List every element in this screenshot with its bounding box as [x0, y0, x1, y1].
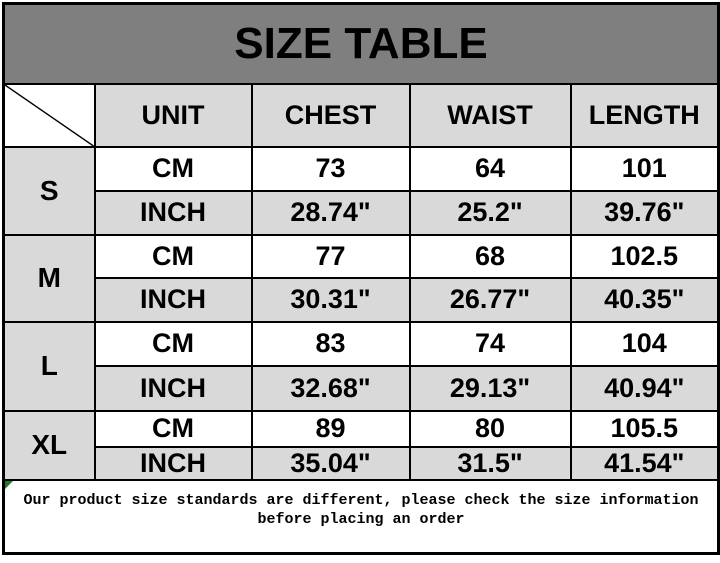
- row-l-cm: L CM 83 74 104: [2, 320, 720, 412]
- length-value: 102.5: [569, 233, 720, 279]
- length-value: 40.35": [569, 276, 720, 323]
- col-header-chest: CHEST: [250, 82, 411, 148]
- col-header-waist: WAIST: [408, 82, 572, 148]
- row-m-inch: INCH 30.31" 26.77" 40.35": [4, 276, 720, 323]
- size-label-l: L: [2, 320, 96, 412]
- unit-cell: INCH: [93, 364, 253, 412]
- diagonal-line: [5, 85, 94, 146]
- col-header-length: LENGTH: [569, 82, 720, 148]
- unit-cell: CM: [93, 233, 253, 279]
- note-row: Our product size standards are different…: [2, 478, 720, 555]
- row-xl-cm: XL CM 89 80 105.5: [2, 409, 720, 481]
- waist-value: 29.13": [408, 364, 572, 412]
- size-table: SIZE TABLE UNIT CHEST WAIST LENGTH S CM …: [2, 2, 720, 555]
- waist-value: 74: [408, 320, 572, 367]
- unit-cell: INCH: [93, 445, 253, 481]
- row-s-cm: S CM 73 64 101: [2, 145, 720, 236]
- excel-corner-marker-icon: [5, 481, 13, 489]
- length-value: 105.5: [569, 409, 720, 448]
- length-value: 41.54": [569, 445, 720, 481]
- header-row: UNIT CHEST WAIST LENGTH: [2, 82, 720, 148]
- diagonal-header-cell: [2, 82, 96, 148]
- unit-cell: CM: [93, 320, 253, 367]
- note-line-1: Our product size standards are different…: [23, 491, 699, 509]
- chest-value: 83: [250, 320, 411, 367]
- unit-cell: INCH: [93, 189, 253, 236]
- waist-value: 31.5": [408, 445, 572, 481]
- row-xl-inch: INCH 35.04" 31.5" 41.54": [4, 445, 720, 481]
- length-value: 39.76": [569, 189, 720, 236]
- waist-value: 25.2": [408, 189, 572, 236]
- table-title: SIZE TABLE: [2, 2, 720, 85]
- chest-value: 28.74": [250, 189, 411, 236]
- row-m-cm: M CM 77 68 102.5: [2, 233, 720, 323]
- waist-value: 26.77": [408, 276, 572, 323]
- unit-cell: CM: [93, 145, 253, 192]
- chest-value: 73: [250, 145, 411, 192]
- chest-value: 30.31": [250, 276, 411, 323]
- unit-cell: INCH: [93, 276, 253, 323]
- note-cell: Our product size standards are different…: [2, 478, 720, 555]
- chest-value: 35.04": [250, 445, 411, 481]
- waist-value: 80: [408, 409, 572, 448]
- length-value: 104: [569, 320, 720, 367]
- size-label-m: M: [2, 233, 96, 323]
- size-label-xl: XL: [2, 409, 96, 481]
- row-l-inch: INCH 32.68" 29.13" 40.94": [4, 364, 720, 412]
- chest-value: 77: [250, 233, 411, 279]
- title-row: SIZE TABLE: [2, 2, 720, 85]
- length-value: 40.94": [569, 364, 720, 412]
- row-s-inch: INCH 28.74" 25.2" 39.76": [4, 189, 720, 236]
- col-header-unit: UNIT: [93, 82, 253, 148]
- unit-cell: CM: [93, 409, 253, 448]
- note-line-2: before placing an order: [257, 511, 465, 529]
- length-value: 101: [569, 145, 720, 192]
- chest-value: 89: [250, 409, 411, 448]
- waist-value: 64: [408, 145, 572, 192]
- chest-value: 32.68": [250, 364, 411, 412]
- size-label-s: S: [2, 145, 96, 236]
- waist-value: 68: [408, 233, 572, 279]
